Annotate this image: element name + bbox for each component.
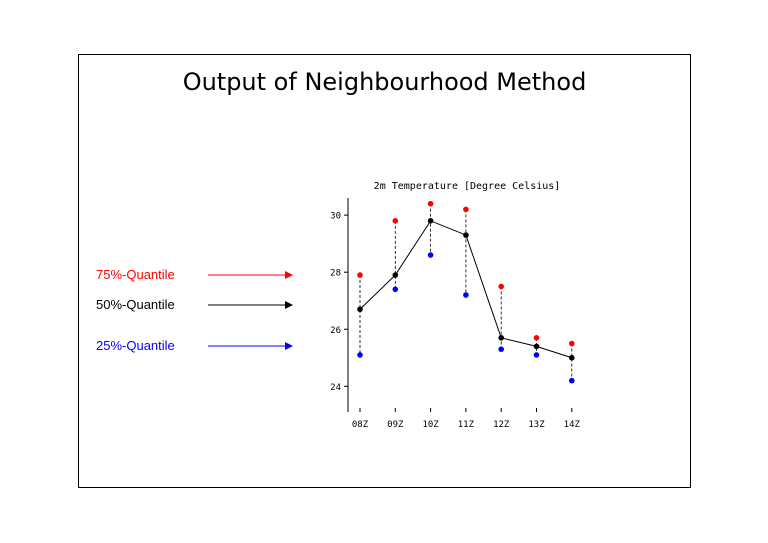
y-tick-label: 28 <box>330 269 341 279</box>
point-q75 <box>392 218 399 224</box>
x-tick-label: 08Z <box>352 420 369 430</box>
y-tick-label: 26 <box>330 326 341 336</box>
point-q25 <box>569 377 575 384</box>
y-tick-label: 24 <box>330 383 341 393</box>
chart-title: 2m Temperature [Degree Celsius] <box>374 181 561 192</box>
quantile-25-label: 25%-Quantile <box>96 338 175 353</box>
point-q50 <box>463 232 469 238</box>
point-q50 <box>392 272 399 278</box>
slide-frame <box>78 54 691 488</box>
point-q50 <box>357 306 363 313</box>
point-q75 <box>533 335 540 341</box>
point-q50 <box>498 335 505 341</box>
x-tick-label: 12Z <box>493 420 510 430</box>
point-q75 <box>498 283 505 290</box>
x-tick-label: 13Z <box>528 420 545 430</box>
point-q25 <box>427 252 434 258</box>
point-q25 <box>498 346 505 353</box>
point-q75 <box>427 200 434 207</box>
point-q25 <box>357 352 363 358</box>
point-q75 <box>463 206 469 213</box>
x-tick-label: 14Z <box>564 420 581 430</box>
y-tick-label: 30 <box>330 212 341 222</box>
x-tick-label: 10Z <box>422 420 439 430</box>
point-q50 <box>427 218 434 224</box>
x-tick-label: 09Z <box>387 420 404 430</box>
point-q25 <box>463 292 469 298</box>
point-q75 <box>569 340 575 347</box>
point-q50 <box>533 343 540 350</box>
point-q75 <box>357 272 363 278</box>
slide-title: Output of Neighbourhood Method <box>182 68 587 96</box>
point-q25 <box>533 352 540 358</box>
quantile-50-label: 50%-Quantile <box>96 297 175 312</box>
point-q50 <box>569 354 575 361</box>
point-q25 <box>392 286 399 293</box>
x-tick-label: 11Z <box>458 420 475 430</box>
quantile-75-label: 75%-Quantile <box>96 267 175 282</box>
